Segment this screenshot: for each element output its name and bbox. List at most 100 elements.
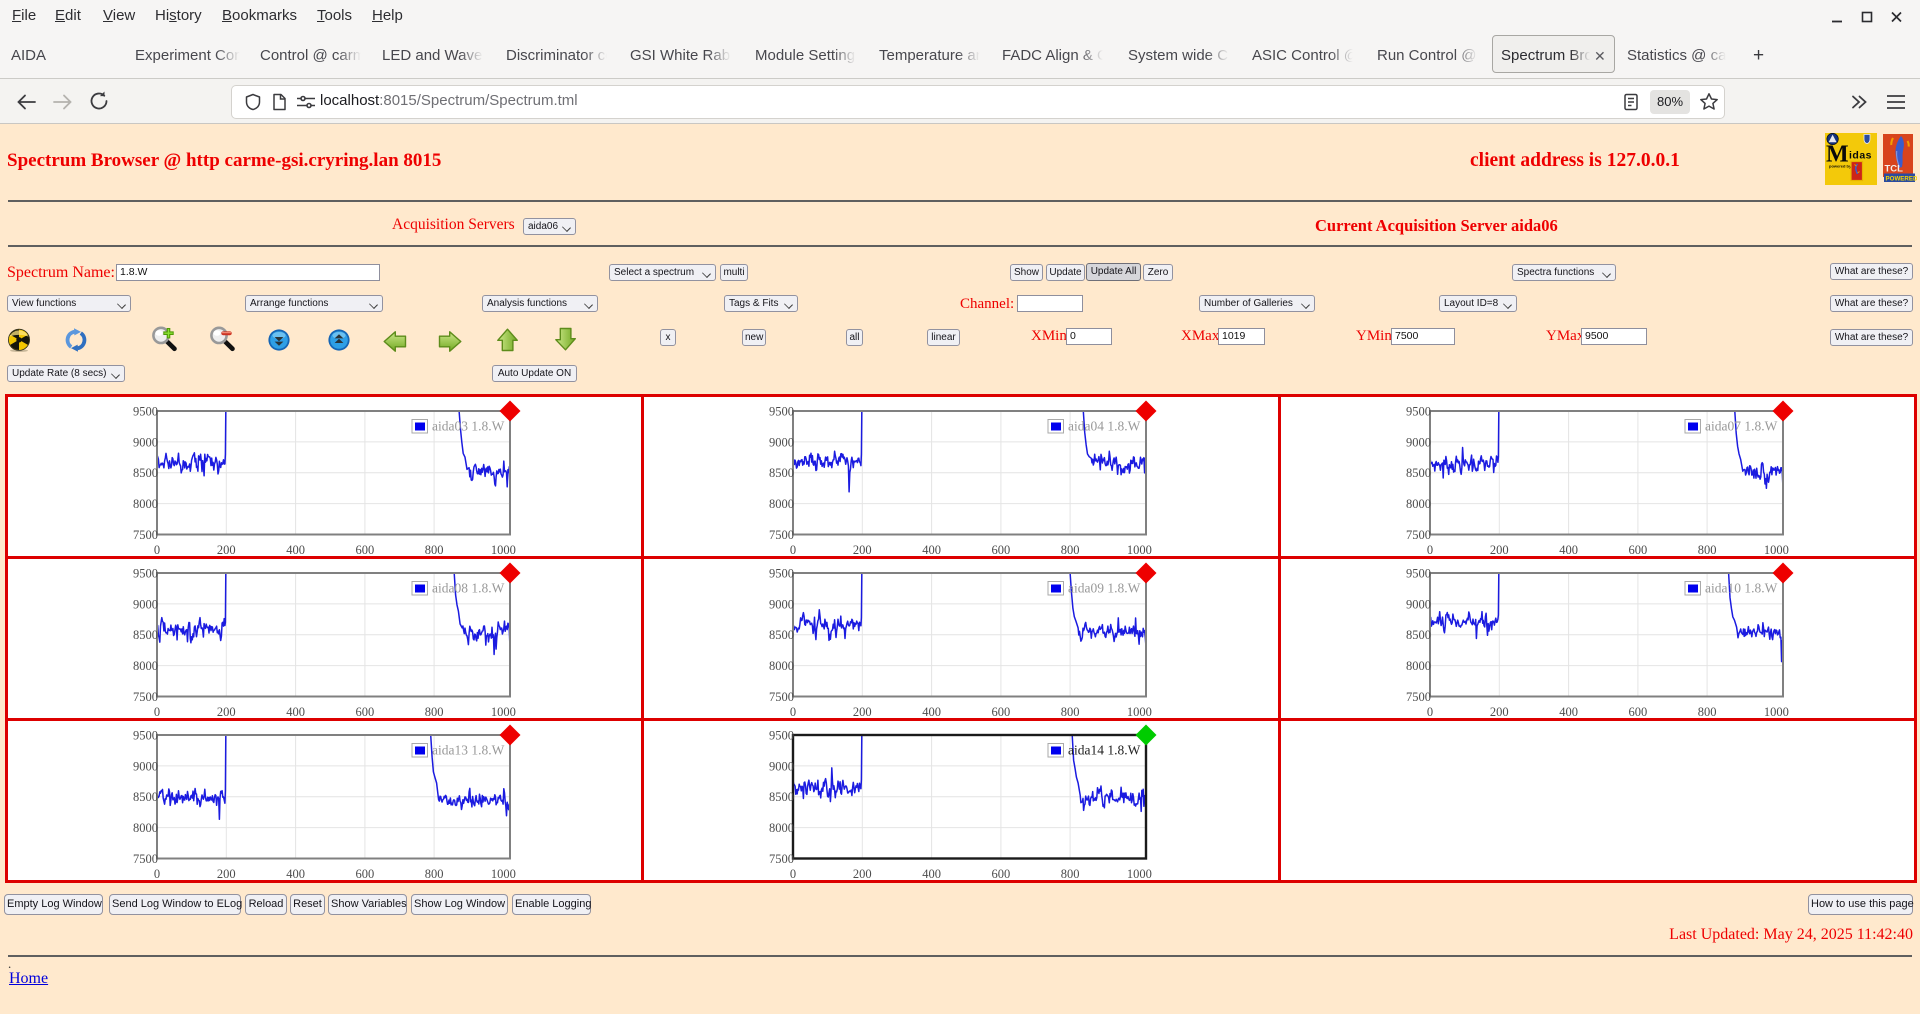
svg-text:M: M <box>1826 142 1849 168</box>
svg-text:9000: 9000 <box>769 759 794 773</box>
svg-text:0: 0 <box>154 867 160 880</box>
svg-text:800: 800 <box>1698 543 1717 556</box>
svg-text:800: 800 <box>1061 867 1080 880</box>
svg-text:0: 0 <box>790 543 796 556</box>
svg-text:8000: 8000 <box>133 659 158 673</box>
svg-text:8500: 8500 <box>133 790 158 804</box>
svg-text:8500: 8500 <box>769 466 794 480</box>
svg-text:aida09 1.8.W: aida09 1.8.W <box>1068 581 1141 596</box>
svg-text:7500: 7500 <box>769 528 794 542</box>
svg-text:200: 200 <box>853 705 872 718</box>
svg-text:0: 0 <box>1427 543 1433 556</box>
svg-text:0: 0 <box>154 705 160 718</box>
svg-text:7500: 7500 <box>1406 690 1431 704</box>
svg-text:200: 200 <box>217 705 236 718</box>
svg-text:powered by: powered by <box>1829 164 1852 169</box>
svg-text:600: 600 <box>1629 543 1648 556</box>
svg-text:aida04 1.8.W: aida04 1.8.W <box>1068 419 1141 434</box>
svg-text:7500: 7500 <box>769 690 794 704</box>
svg-text:7500: 7500 <box>133 528 158 542</box>
svg-text:8500: 8500 <box>1406 466 1431 480</box>
svg-text:aida13 1.8.W: aida13 1.8.W <box>432 743 505 758</box>
svg-text:9000: 9000 <box>1406 435 1431 449</box>
svg-text:600: 600 <box>356 705 375 718</box>
svg-text:400: 400 <box>922 543 941 556</box>
svg-text:600: 600 <box>992 543 1011 556</box>
svg-text:8500: 8500 <box>769 790 794 804</box>
svg-text:600: 600 <box>356 543 375 556</box>
svg-text:8000: 8000 <box>769 659 794 673</box>
svg-text:idas: idas <box>1849 150 1872 162</box>
svg-text:400: 400 <box>1559 543 1578 556</box>
svg-text:8000: 8000 <box>1406 497 1431 511</box>
svg-text:200: 200 <box>217 867 236 880</box>
svg-text:200: 200 <box>1490 705 1509 718</box>
svg-text:1000: 1000 <box>491 705 516 718</box>
svg-text:0: 0 <box>1427 705 1433 718</box>
svg-text:9000: 9000 <box>133 597 158 611</box>
svg-text:800: 800 <box>1698 705 1717 718</box>
svg-text:8000: 8000 <box>769 821 794 835</box>
svg-text:7500: 7500 <box>1406 528 1431 542</box>
svg-text:9000: 9000 <box>769 435 794 449</box>
svg-text:8000: 8000 <box>133 821 158 835</box>
svg-text:8500: 8500 <box>133 466 158 480</box>
svg-text:aida07 1.8.W: aida07 1.8.W <box>1705 419 1778 434</box>
svg-text:1000: 1000 <box>1127 867 1152 880</box>
svg-text:9500: 9500 <box>769 405 794 419</box>
svg-text:1000: 1000 <box>1127 543 1152 556</box>
svg-text:600: 600 <box>356 867 375 880</box>
svg-text:9500: 9500 <box>769 729 794 743</box>
svg-text:9500: 9500 <box>133 567 158 581</box>
svg-text:8500: 8500 <box>769 628 794 642</box>
svg-text:POWERED: POWERED <box>1886 175 1918 182</box>
svg-text:400: 400 <box>922 705 941 718</box>
svg-text:8000: 8000 <box>133 497 158 511</box>
svg-text:9000: 9000 <box>133 759 158 773</box>
svg-text:7500: 7500 <box>769 852 794 866</box>
svg-text:800: 800 <box>425 867 444 880</box>
svg-text:aida08 1.8.W: aida08 1.8.W <box>432 581 505 596</box>
svg-text:0: 0 <box>154 543 160 556</box>
svg-text:400: 400 <box>286 543 305 556</box>
svg-text:600: 600 <box>992 705 1011 718</box>
svg-text:9500: 9500 <box>1406 567 1431 581</box>
svg-text:400: 400 <box>286 705 305 718</box>
svg-text:7500: 7500 <box>133 852 158 866</box>
svg-text:aida14 1.8.W: aida14 1.8.W <box>1068 743 1141 758</box>
svg-text:8000: 8000 <box>769 497 794 511</box>
svg-text:9000: 9000 <box>769 597 794 611</box>
svg-text:0: 0 <box>790 867 796 880</box>
svg-text:9000: 9000 <box>1406 597 1431 611</box>
svg-text:400: 400 <box>1559 705 1578 718</box>
svg-text:9500: 9500 <box>769 567 794 581</box>
svg-text:9000: 9000 <box>133 435 158 449</box>
svg-text:200: 200 <box>1490 543 1509 556</box>
svg-text:9500: 9500 <box>1406 405 1431 419</box>
svg-text:TCL: TCL <box>1885 164 1904 175</box>
svg-text:200: 200 <box>853 867 872 880</box>
svg-text:400: 400 <box>286 867 305 880</box>
svg-text:600: 600 <box>1629 705 1648 718</box>
svg-text:800: 800 <box>425 543 444 556</box>
svg-text:200: 200 <box>217 543 236 556</box>
svg-text:7500: 7500 <box>133 690 158 704</box>
svg-text:0: 0 <box>790 705 796 718</box>
svg-text:1000: 1000 <box>1764 705 1789 718</box>
svg-text:1000: 1000 <box>491 867 516 880</box>
svg-text:9500: 9500 <box>133 729 158 743</box>
svg-text:8000: 8000 <box>1406 659 1431 673</box>
svg-text:1000: 1000 <box>491 543 516 556</box>
svg-text:600: 600 <box>992 867 1011 880</box>
svg-text:1000: 1000 <box>1127 705 1152 718</box>
svg-text:800: 800 <box>1061 543 1080 556</box>
svg-text:aida03 1.8.W: aida03 1.8.W <box>432 419 505 434</box>
svg-text:200: 200 <box>853 543 872 556</box>
svg-text:9500: 9500 <box>133 405 158 419</box>
svg-text:8500: 8500 <box>1406 628 1431 642</box>
svg-text:800: 800 <box>425 705 444 718</box>
svg-text:1000: 1000 <box>1764 543 1789 556</box>
svg-text:8500: 8500 <box>133 628 158 642</box>
svg-text:800: 800 <box>1061 705 1080 718</box>
svg-text:aida10 1.8.W: aida10 1.8.W <box>1705 581 1778 596</box>
